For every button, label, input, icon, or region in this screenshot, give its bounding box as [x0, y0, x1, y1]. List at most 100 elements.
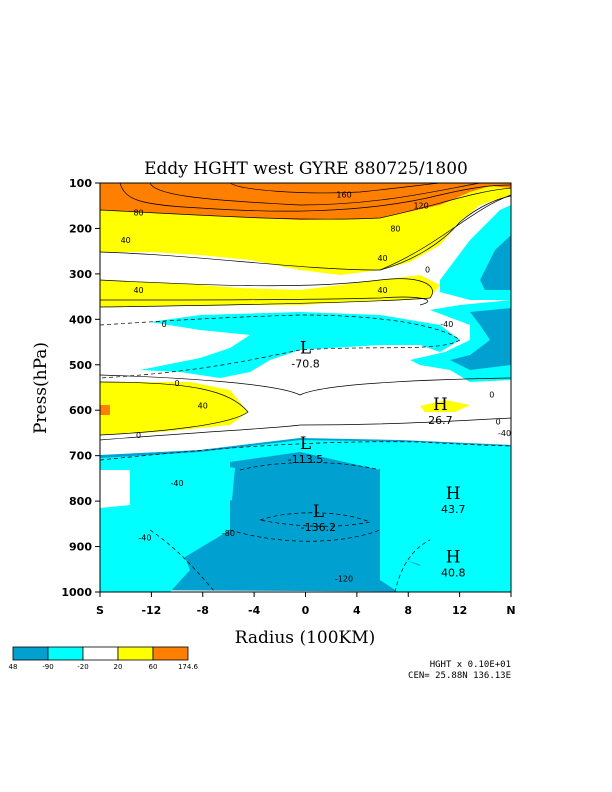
- contour-line: [119, 183, 511, 212]
- cyan-patch-right-low: [420, 538, 511, 592]
- x-tick-label: 12: [452, 604, 467, 617]
- cyan-band-upper: [140, 312, 460, 378]
- contour-line: [149, 529, 216, 592]
- contour-label: -120: [335, 574, 353, 583]
- contour-line: [100, 296, 429, 306]
- x-tick-label: -12: [141, 604, 161, 617]
- x-tick-label: -4: [248, 604, 261, 617]
- contour-line: [229, 529, 381, 542]
- contour-line: [100, 441, 511, 461]
- colorbar-label: -20: [77, 663, 88, 671]
- extremum-value: 26.7: [428, 414, 453, 427]
- chart-title: Eddy HGHT west GYRE 880725/1800: [144, 159, 468, 179]
- contour-line: [100, 194, 511, 271]
- contour-label: 0: [496, 418, 501, 427]
- colorbar-label: -90: [42, 663, 53, 671]
- blue-upper-right: [480, 235, 511, 290]
- orange-spot-left: [100, 405, 110, 415]
- contour-line: [100, 417, 511, 441]
- contour-line: [394, 539, 431, 592]
- y-tick-label: 500: [69, 359, 92, 372]
- x-tick-label: 0: [302, 604, 310, 617]
- contour-lines: [100, 183, 511, 592]
- contour-label: 0: [175, 379, 180, 388]
- y-tick-label: 700: [69, 450, 92, 463]
- contour-line: [239, 462, 381, 471]
- contour-label: 40: [198, 402, 208, 411]
- x-tick-label: N: [506, 604, 515, 617]
- y-tick-label: 600: [69, 404, 92, 417]
- extremum-value: -136.2: [301, 521, 336, 534]
- contour-label: 0: [425, 265, 430, 274]
- cyan-patch-lowleft: [100, 530, 190, 592]
- colorbar-label: 60: [149, 663, 158, 671]
- y-tick-label: 900: [69, 541, 92, 554]
- info-line-2: CEN= 25.88N 136.13E: [408, 671, 511, 681]
- contour-label: 120: [413, 202, 428, 211]
- extremum-letter: H: [446, 547, 461, 567]
- contour-label: 0: [162, 320, 167, 329]
- colorbar-swatch: [82, 646, 119, 661]
- contour-fill: [100, 183, 511, 592]
- extremum-letter: L: [300, 434, 311, 454]
- contour-line: [379, 195, 511, 271]
- contour-label: 160: [336, 190, 351, 199]
- colorbar-swatch: [152, 646, 189, 661]
- y-tick-label: 200: [69, 222, 92, 235]
- white-patch-left-low: [100, 470, 130, 508]
- contour-line: [100, 314, 461, 379]
- extremum-value: 43.7: [441, 503, 466, 516]
- yellow-spot-right: [420, 400, 470, 412]
- extremum-value: -70.8: [291, 357, 319, 370]
- contour-label: 40: [377, 254, 387, 263]
- cyan-patch-right-mid: [405, 470, 511, 542]
- colorbar-swatch: [12, 646, 49, 661]
- y-axis-label: Press(hPa): [31, 342, 51, 434]
- contour-label: 0: [136, 431, 141, 440]
- blue-band-right: [450, 308, 511, 370]
- info-line-1: HGHT x 0.10E+01: [430, 660, 511, 670]
- extremum-letter: L: [313, 502, 324, 522]
- contour-line: [149, 183, 481, 206]
- colorbar-label: 20: [114, 663, 123, 671]
- extremum-letter: H: [446, 484, 461, 504]
- orange-band-top: [100, 183, 511, 220]
- x-axis-label: Radius (100KM): [235, 628, 376, 648]
- contour-label: 40: [121, 236, 131, 245]
- y-tick-label: 400: [69, 313, 92, 326]
- contour-line: [100, 278, 433, 308]
- colorbar-swatch: [117, 646, 154, 661]
- contour-label: -80: [222, 529, 235, 538]
- contour-line: [100, 381, 249, 436]
- x-tick-label: 4: [353, 604, 361, 617]
- contour-line: [229, 183, 441, 194]
- yellow-band-mid-left: [100, 382, 248, 435]
- contour-label: -40: [138, 533, 151, 542]
- contour-line: [100, 187, 511, 220]
- y-axis: 100 200 300 400 500 600 700 800 900 1000: [61, 177, 100, 599]
- extremum-letter: L: [300, 338, 311, 358]
- y-tick-label: 800: [69, 495, 92, 508]
- cyan-patch-left: [100, 458, 235, 538]
- colorbar-label: 48: [9, 663, 18, 671]
- extremum-value: 40.8: [441, 566, 466, 579]
- y-tick-label: 100: [69, 177, 92, 190]
- contour-label: 40: [377, 286, 387, 295]
- contour-label: -40: [171, 479, 184, 488]
- yellow-band-second: [100, 275, 440, 307]
- contour-label: -40: [498, 429, 511, 438]
- y-tick-label: 300: [69, 268, 92, 281]
- colorbar-label: 174.6: [178, 663, 199, 671]
- colorbar: 48 -90 -20 20 60 174.6: [9, 646, 199, 671]
- contour-label: -40: [440, 320, 453, 329]
- extremum-letter: H: [433, 395, 448, 415]
- x-tick-label: 8: [404, 604, 412, 617]
- x-axis: S -12 -8 -4 0 4 8 12 N: [96, 592, 516, 617]
- contour-label: 80: [133, 209, 143, 218]
- contour-label: 40: [133, 286, 143, 295]
- yellow-band-top: [100, 186, 511, 275]
- y-tick-label: 1000: [61, 586, 92, 599]
- contour-label: 0: [489, 390, 494, 399]
- extremum-value: -113.5: [288, 453, 323, 466]
